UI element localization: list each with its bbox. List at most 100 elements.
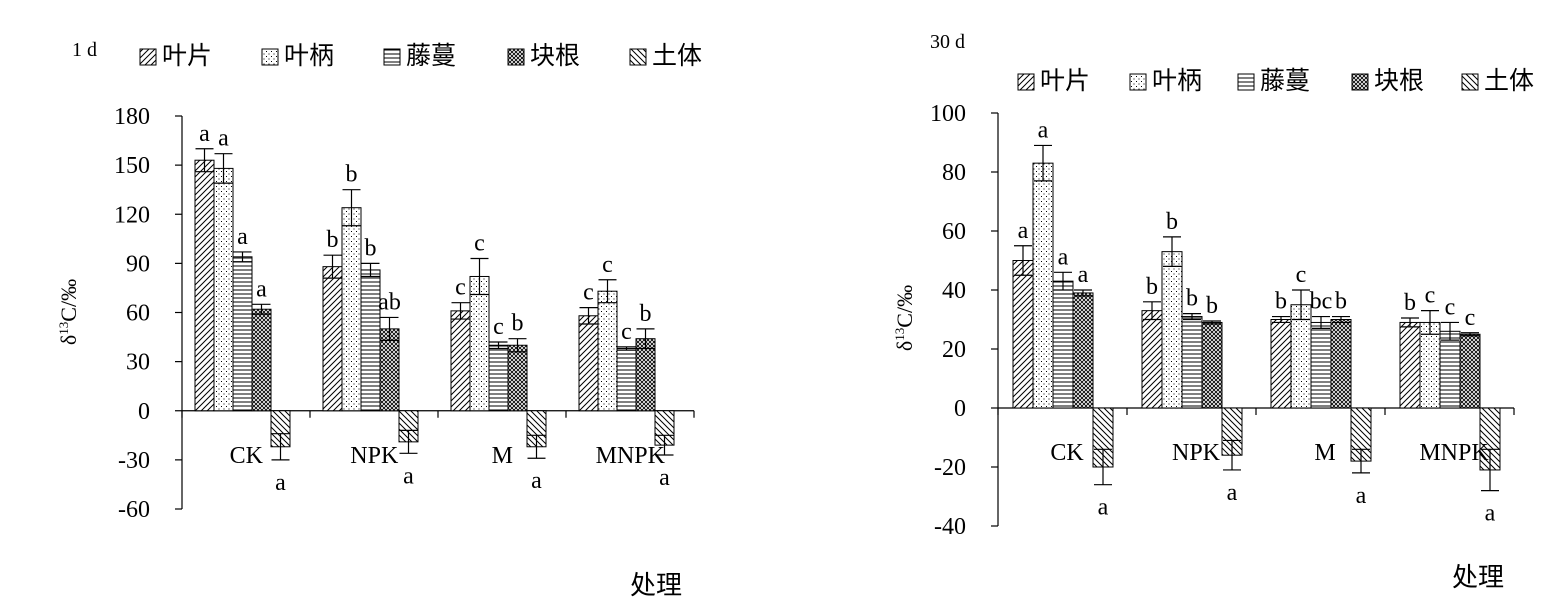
y-axis-label-delta: δ <box>892 341 917 351</box>
significance-letter: a <box>199 121 210 147</box>
significance-letter: b <box>1186 286 1198 312</box>
significance-letter: c <box>583 280 594 306</box>
significance-letter: b <box>1146 274 1158 300</box>
significance-letter: b <box>1275 289 1287 315</box>
legend-item-4: 块根 <box>507 41 580 70</box>
legend-swatch <box>1351 73 1369 91</box>
significance-letter: c <box>1296 262 1307 288</box>
legend-swatch <box>1017 73 1035 91</box>
y-axis-label: δ13C/‰ <box>56 279 81 345</box>
bar <box>194 159 215 412</box>
y-tick-label: 150 <box>114 153 150 179</box>
significance-letter: c <box>474 230 485 256</box>
significance-letter: c <box>1445 294 1456 320</box>
legend-swatch <box>139 48 157 66</box>
significance-letter: a <box>1356 483 1367 509</box>
significance-letter: a <box>275 470 286 496</box>
significance-letter: a <box>403 463 414 489</box>
legend-label: 叶柄 <box>284 41 334 70</box>
y-tick-label: 180 <box>114 104 150 130</box>
y-tick-label: 40 <box>942 278 966 304</box>
significance-letter: b <box>1404 290 1416 316</box>
legend-swatch <box>383 48 401 66</box>
bar <box>1032 162 1054 409</box>
y-tick-label: 20 <box>942 337 966 363</box>
significance-letter: a <box>218 126 229 152</box>
legend-swatch <box>1237 73 1255 91</box>
bar <box>616 348 637 412</box>
y-tick-label: 0 <box>954 396 966 422</box>
significance-letter: a <box>256 276 267 302</box>
legend-label: 叶柄 <box>1152 66 1202 95</box>
bar <box>1201 321 1223 409</box>
bar <box>213 167 234 412</box>
significance-letter: a <box>659 465 670 491</box>
x-axis-label-1d: 处理 <box>630 571 682 601</box>
significance-letter: a <box>1098 495 1109 521</box>
significance-letter: c <box>1425 283 1436 309</box>
y-tick-label: -30 <box>118 448 150 474</box>
legend-label: 藤蔓 <box>1260 66 1310 95</box>
bar <box>1072 292 1094 409</box>
significance-letter: b <box>346 162 358 188</box>
bar <box>1181 316 1203 409</box>
y-axis-label-unit: C/‰ <box>56 279 81 322</box>
bar <box>507 344 528 412</box>
significance-letter: c <box>493 314 504 340</box>
y-axis-label-unit: C/‰ <box>892 285 917 328</box>
bar <box>379 328 400 412</box>
bar-group-m: ccc baM <box>450 230 547 494</box>
significance-letter: a <box>1058 244 1069 270</box>
chart-title: 30 d <box>930 31 965 53</box>
y-tick-label: 60 <box>942 219 966 245</box>
significance-letter: ab <box>378 289 401 315</box>
bar <box>1459 333 1481 409</box>
significance-letter: b <box>1206 293 1218 319</box>
bar <box>578 315 599 412</box>
y-tick-label: 90 <box>126 251 150 277</box>
y-tick-label: -40 <box>934 514 966 540</box>
significance-letter: b <box>1335 289 1347 315</box>
bar <box>1290 304 1312 409</box>
chart-title: 1 d <box>72 39 97 61</box>
bar <box>1052 280 1074 409</box>
legend-item-5: 土体 <box>629 41 702 70</box>
legend-swatch <box>507 48 525 66</box>
legend-item-3: 藤蔓 <box>383 41 456 70</box>
y-axis-label-sup: 13 <box>56 322 71 335</box>
significance-letter: a <box>1078 262 1089 288</box>
bar <box>597 290 618 412</box>
x-category-label: NPK <box>1172 440 1221 466</box>
significance-letter: bc <box>1310 289 1333 315</box>
y-tick-label: 30 <box>126 350 150 376</box>
significance-letter: b <box>640 301 652 327</box>
significance-letter: a <box>1227 480 1238 506</box>
chart-1d: 1 d 叶片 叶柄 藤蔓 块根 土体 δ13C/‰ -60 -30 0 30 60 90 120 150 18… <box>56 39 702 523</box>
legend-label: 叶片 <box>162 41 212 70</box>
legend-item-1: 叶片 <box>139 41 212 70</box>
bar <box>469 275 490 412</box>
legend-item-3: 藤蔓 <box>1237 66 1310 95</box>
legend-item-5: 土体 <box>1461 66 1534 95</box>
bar <box>251 308 272 412</box>
y-tick-label: 0 <box>138 399 150 425</box>
legend-item-4: 块根 <box>1351 66 1424 95</box>
significance-letter: b <box>365 235 377 261</box>
bar <box>360 269 381 412</box>
x-category-label: M <box>1314 440 1335 466</box>
y-tick-label: 120 <box>114 202 150 228</box>
x-category-label: MNPK <box>596 443 666 469</box>
legend-label: 土体 <box>1484 66 1534 95</box>
y-axis-label-delta: δ <box>56 335 81 345</box>
significance-letter: c <box>602 252 613 278</box>
significance-letter: b <box>1166 209 1178 235</box>
legend-item-2: 叶柄 <box>1129 66 1202 95</box>
significance-letter: c <box>455 275 466 301</box>
legend-label: 块根 <box>530 41 580 70</box>
bar <box>450 310 471 412</box>
legend-label: 土体 <box>652 41 702 70</box>
